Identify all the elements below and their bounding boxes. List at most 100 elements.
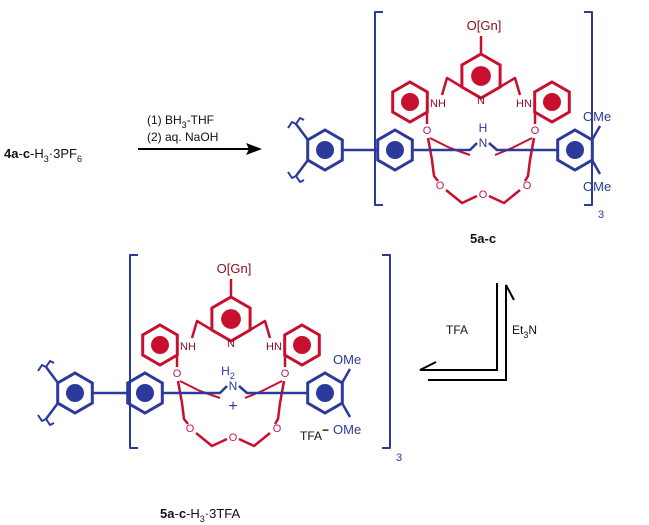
- atom-label: O: [531, 125, 540, 137]
- bond: [195, 432, 228, 448]
- counterion-part: TFA: [300, 429, 322, 443]
- name-part: ·3TFA: [205, 506, 241, 521]
- atom-label: NH: [180, 341, 196, 353]
- bond: [440, 76, 463, 96]
- condition: (1) BH3-THF: [147, 113, 214, 130]
- bond: [249, 319, 272, 339]
- atom-label: O: [479, 189, 488, 201]
- atom-label: HN: [516, 98, 532, 110]
- atom-label: O: [436, 180, 445, 192]
- reagent: Et3N: [512, 323, 537, 340]
- ring: [533, 80, 571, 124]
- condition-part: (2) aq. NaOH: [147, 130, 218, 144]
- atom-label: OMe: [583, 109, 611, 124]
- bond: [287, 117, 305, 129]
- atom-label: OMe: [583, 179, 611, 194]
- bond: [45, 402, 59, 420]
- ring-dot: [566, 141, 584, 159]
- ring: [376, 128, 414, 172]
- atom-label: O[Gn]: [217, 261, 252, 276]
- atom-label: H: [479, 121, 488, 135]
- atom-label: N: [477, 95, 485, 107]
- bond: [340, 368, 352, 384]
- reactant-part: c: [23, 146, 30, 161]
- bond: [287, 171, 305, 183]
- atom-label: N: [229, 379, 238, 393]
- name-part: -H: [186, 506, 200, 521]
- bond: [190, 319, 213, 339]
- forward-arrow: [419, 283, 498, 371]
- bond: [412, 142, 478, 152]
- ring-dot: [471, 66, 491, 86]
- reagent-part: 3: [523, 330, 528, 340]
- reactant-part: ·3PF: [49, 146, 77, 161]
- bond: [295, 123, 309, 141]
- bond: [590, 125, 602, 141]
- bond: [374, 11, 383, 206]
- atom-label: O[Gn]: [467, 18, 502, 33]
- product-name: 5a-c: [470, 231, 496, 246]
- atom-label: 3: [598, 209, 604, 221]
- atom-label: O: [273, 423, 282, 435]
- atom-label: O: [523, 180, 532, 192]
- bond: [238, 432, 271, 448]
- atom-label-part: 2: [230, 371, 235, 381]
- atom-label: O: [229, 432, 238, 444]
- atom-label: HN: [266, 341, 282, 353]
- bond: [590, 159, 602, 175]
- atom-label: N: [227, 338, 235, 350]
- name-part: 5a: [470, 231, 485, 246]
- bond: [429, 137, 471, 156]
- bond: [45, 366, 59, 384]
- atom-label: O: [423, 125, 432, 137]
- reagent: TFA: [446, 323, 468, 337]
- bond: [295, 159, 309, 177]
- bond: [523, 137, 536, 182]
- bond: [340, 402, 352, 418]
- bond: [179, 380, 221, 399]
- ring-dot: [221, 309, 241, 329]
- ring-dot: [543, 93, 561, 111]
- ring-dot: [136, 384, 154, 402]
- condition-part: -THF: [187, 113, 214, 127]
- bond: [382, 254, 391, 449]
- reactant-part: 4a: [4, 146, 19, 161]
- reactant-part: 6: [77, 154, 82, 164]
- reactant-part: -H: [30, 146, 44, 161]
- ring: [141, 323, 179, 367]
- atom-label: +: [228, 398, 237, 415]
- bond: [488, 189, 521, 205]
- bond: [129, 254, 138, 449]
- ring-dot: [151, 336, 169, 354]
- ring: [126, 371, 164, 415]
- condition-part: (1) BH: [147, 113, 182, 127]
- ring-dot: [316, 384, 334, 402]
- reagent-part: Et: [512, 323, 524, 337]
- atom-label: N: [479, 136, 488, 150]
- bond: [176, 380, 189, 425]
- atom-label: O: [281, 368, 290, 380]
- reverse-arrow: [428, 284, 515, 381]
- bond: [244, 380, 283, 399]
- name-part: -: [174, 506, 178, 521]
- name-part: -: [484, 231, 488, 246]
- counterion-part: −: [322, 423, 329, 437]
- reagent-part: N: [528, 323, 537, 337]
- ring-dot: [386, 141, 404, 159]
- bond: [37, 360, 55, 372]
- counterion: TFA−: [300, 423, 329, 443]
- ring-dot: [66, 384, 84, 402]
- bond: [37, 414, 55, 426]
- atom-label: 3: [396, 452, 402, 464]
- arrow-head: [246, 143, 262, 155]
- ring-dot: [401, 93, 419, 111]
- ring: [391, 80, 429, 124]
- reactant: 4a-c-H3·3PF6: [4, 146, 82, 164]
- atom-label: OMe: [333, 422, 361, 437]
- bond: [499, 76, 522, 96]
- name-part: c: [489, 231, 496, 246]
- bond: [494, 137, 533, 156]
